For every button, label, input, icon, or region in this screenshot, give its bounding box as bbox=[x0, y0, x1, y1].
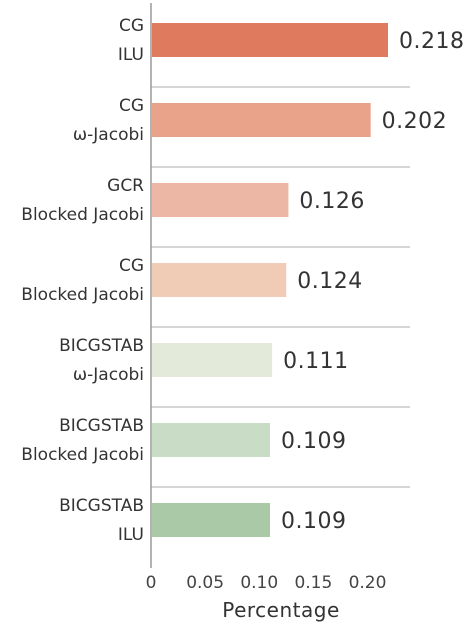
bar-value-label: 0.124 bbox=[297, 269, 362, 294]
category-label-line1: CG bbox=[119, 16, 144, 36]
category-label-line2: ILU bbox=[118, 45, 144, 65]
x-tick-label: 0.20 bbox=[349, 573, 387, 593]
category-label-line1: BICGSTAB bbox=[59, 416, 144, 436]
category-label-line1: BICGSTAB bbox=[59, 336, 144, 356]
category-label-line2: ω-Jacobi bbox=[73, 125, 144, 145]
category-label-line2: ω-Jacobi bbox=[73, 365, 144, 385]
category-label-line2: ILU bbox=[118, 525, 144, 545]
category-label-line2: Blocked Jacobi bbox=[21, 205, 144, 225]
category-label-line2: Blocked Jacobi bbox=[21, 285, 144, 305]
x-axis-title: Percentage bbox=[222, 598, 340, 622]
category-label-line1: CG bbox=[119, 256, 144, 276]
x-tick-label: 0.15 bbox=[294, 573, 332, 593]
bar-value-label: 0.126 bbox=[299, 189, 364, 214]
bar bbox=[152, 263, 287, 297]
bar-value-label: 0.111 bbox=[283, 349, 348, 374]
bar bbox=[152, 103, 371, 137]
x-axis-ticks: 0 0.05 0.10 0.15 0.20 bbox=[146, 573, 387, 593]
bar bbox=[152, 423, 270, 457]
x-tick-label: 0.05 bbox=[186, 573, 224, 593]
x-tick-label: 0 bbox=[146, 573, 157, 593]
bar-value-label: 0.109 bbox=[281, 509, 346, 534]
category-label-line1: BICGSTAB bbox=[59, 496, 144, 516]
category-label-line1: GCR bbox=[107, 176, 144, 196]
bar bbox=[152, 23, 388, 57]
bar-rows: 0.218 CG ILU 0.202 CG ω-Jacobi 0.126 GCR Blocked… bbox=[21, 16, 464, 545]
category-label-line2: Blocked Jacobi bbox=[21, 445, 144, 465]
bar bbox=[152, 503, 270, 537]
bar-value-label: 0.202 bbox=[382, 109, 447, 134]
bar-value-label: 0.218 bbox=[399, 29, 464, 54]
category-label-line1: CG bbox=[119, 96, 144, 116]
bar bbox=[152, 343, 273, 377]
bar-value-label: 0.109 bbox=[281, 429, 346, 454]
bar bbox=[152, 183, 289, 217]
x-tick-label: 0.10 bbox=[240, 573, 278, 593]
